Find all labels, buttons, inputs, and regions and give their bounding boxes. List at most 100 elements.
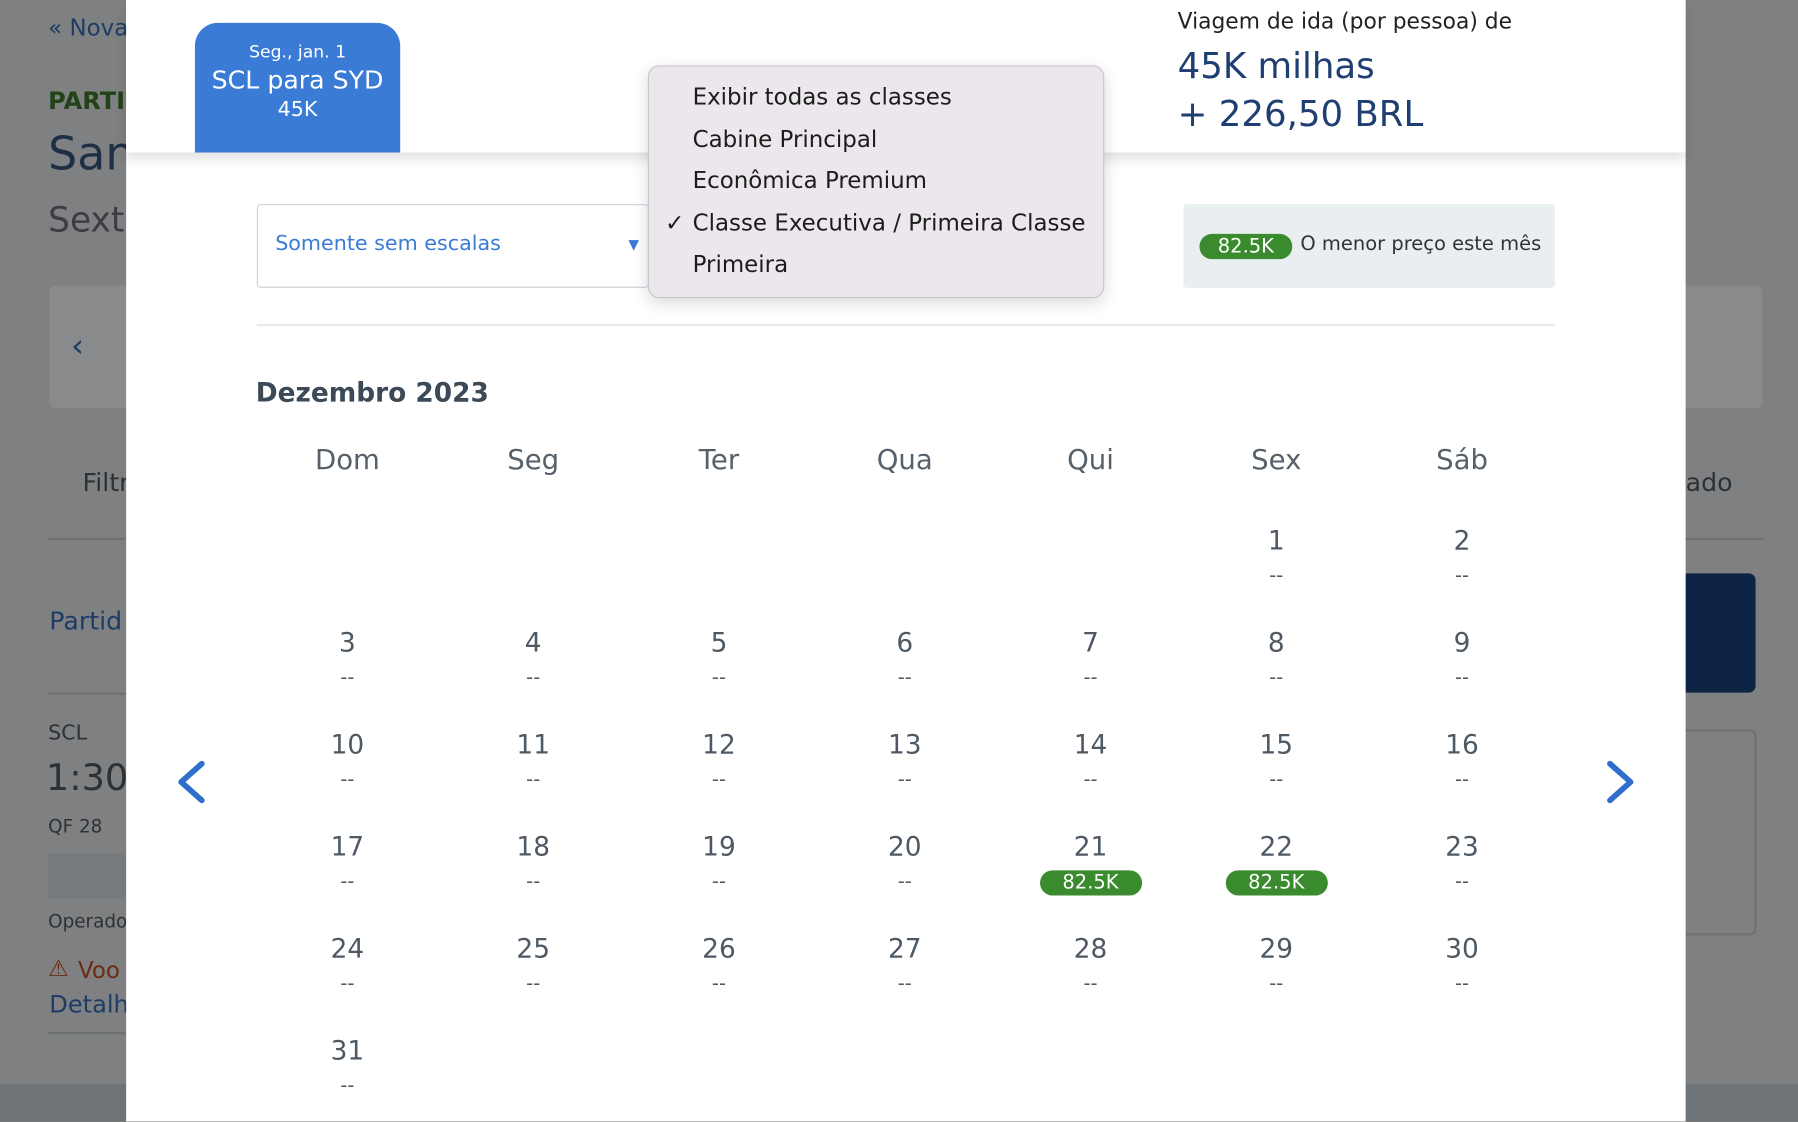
weekday: Qua (876, 443, 933, 476)
day-price: -- (1083, 972, 1098, 996)
day-price: -- (897, 870, 912, 894)
warning-icon: ⚠ (48, 954, 69, 982)
amenities (48, 853, 127, 899)
legend-text: O menor preço este mês (1300, 232, 1542, 256)
flight: QF 28 (48, 815, 103, 838)
tab[interactable]: Partid (49, 607, 123, 637)
prev-date[interactable]: ‹ (71, 326, 84, 365)
filter[interactable]: Filtr (82, 468, 130, 498)
day-price: -- (340, 870, 355, 894)
day-price: -- (340, 972, 355, 996)
day-price-cell: 82.5K (1022, 870, 1160, 896)
day-number[interactable]: 2 (1453, 526, 1471, 557)
operated: Operado (48, 910, 128, 933)
day-number[interactable]: 14 (1073, 730, 1108, 761)
day: Sext (48, 200, 125, 241)
legend: 82.5K O menor preço este mês (1183, 204, 1555, 288)
weekday: Seg (507, 443, 560, 476)
day-number[interactable]: 30 (1445, 934, 1479, 965)
day-number[interactable]: 22 (1259, 832, 1294, 863)
day-price: -- (1454, 564, 1470, 588)
menu-option[interactable]: Exibir todas as classes (692, 82, 952, 111)
day-number[interactable]: 15 (1259, 730, 1294, 761)
right-label: ado (1685, 468, 1733, 498)
day-number[interactable]: 21 (1073, 832, 1108, 863)
day-number[interactable]: 7 (1082, 628, 1099, 659)
weekday: Sex (1251, 443, 1302, 476)
day-price-cell: 82.5K (1207, 870, 1345, 896)
day-number[interactable]: 8 (1267, 628, 1285, 659)
day-number[interactable]: 31 (330, 1036, 365, 1067)
day-price: -- (1083, 666, 1098, 690)
day-price: -- (711, 870, 727, 894)
menu-option[interactable]: Econômica Premium (692, 166, 928, 195)
day-number[interactable]: 12 (702, 730, 736, 761)
details[interactable]: Detalh (49, 990, 129, 1019)
day-number[interactable]: 5 (710, 628, 728, 659)
day-price: -- (526, 972, 541, 996)
price-badge: 82.5K (1039, 870, 1142, 896)
day-number[interactable]: 23 (1445, 832, 1479, 863)
city: San (48, 128, 135, 182)
day-number[interactable]: 19 (702, 832, 736, 863)
legend-badge: 82.5K (1199, 233, 1293, 260)
day-number[interactable]: 17 (330, 832, 365, 863)
day-price: -- (1269, 972, 1284, 996)
divider (48, 692, 140, 695)
back-link[interactable]: « Nova (48, 13, 129, 42)
next-month[interactable] (1598, 757, 1639, 807)
tab-date: Seg., jan. 1 (249, 41, 347, 62)
tab-route: SCL para SYD (211, 66, 384, 96)
menu-option[interactable]: Classe Executiva / Primeira Classe (692, 208, 1086, 236)
day-price: -- (1269, 666, 1284, 690)
day-price: -- (1454, 870, 1470, 894)
day-price: -- (1269, 768, 1284, 792)
day-number[interactable]: 6 (896, 628, 914, 659)
dropdown-arrow: ▼ (628, 236, 639, 253)
day-number[interactable]: 13 (887, 730, 922, 761)
day-price: -- (897, 666, 912, 690)
day-number[interactable]: 10 (330, 730, 365, 761)
day-price: -- (711, 768, 727, 792)
menu-option[interactable]: Cabine Principal (692, 124, 878, 153)
weekday: Dom (315, 443, 380, 476)
selected-tab[interactable]: Seg., jan. 1 SCL para SYD 45K (194, 22, 401, 153)
menu-option[interactable]: Primeira (692, 250, 789, 278)
day-price: -- (340, 666, 355, 690)
day-number[interactable]: 4 (524, 628, 542, 659)
day-number[interactable]: 20 (887, 832, 922, 863)
day-number[interactable]: 24 (330, 934, 365, 965)
day-price: -- (711, 972, 727, 996)
day-price: -- (1269, 564, 1284, 588)
divider (256, 324, 1555, 326)
day-number[interactable]: 9 (1453, 628, 1471, 659)
day-number[interactable]: 18 (516, 832, 550, 863)
day-number[interactable]: 26 (702, 934, 736, 965)
day-price: -- (897, 972, 912, 996)
weekday: Qui (1067, 443, 1114, 476)
fare-label: Viagem de ida (por pessoa) de (1177, 9, 1512, 35)
day-number[interactable]: 25 (516, 934, 550, 965)
day-price: -- (1083, 768, 1098, 792)
day-price: -- (526, 870, 541, 894)
check-icon: ✓ (665, 208, 685, 236)
weekday: Ter (698, 443, 740, 476)
fare-taxes: + 226,50 BRL (1177, 94, 1424, 136)
day-price: -- (711, 666, 727, 690)
month-title: Dezembro 2023 (255, 378, 489, 409)
stops-dropdown[interactable]: Somente sem escalas ▼ (256, 204, 650, 288)
day-price: -- (526, 666, 541, 690)
day-number[interactable]: 3 (339, 628, 356, 659)
day-number[interactable]: 16 (1445, 730, 1479, 761)
day-number[interactable]: 28 (1073, 934, 1108, 965)
prev-month[interactable] (172, 757, 213, 807)
day-number[interactable]: 29 (1259, 934, 1294, 965)
day-number[interactable]: 1 (1267, 526, 1285, 557)
price-badge: 82.5K (1225, 870, 1328, 896)
day-number[interactable]: 27 (887, 934, 922, 965)
class-menu: Exibir todas as classes Cabine Principal E… (647, 65, 1105, 299)
day-number[interactable]: 11 (516, 730, 550, 761)
select-button[interactable] (1685, 573, 1756, 693)
origin: SCL (48, 721, 88, 746)
